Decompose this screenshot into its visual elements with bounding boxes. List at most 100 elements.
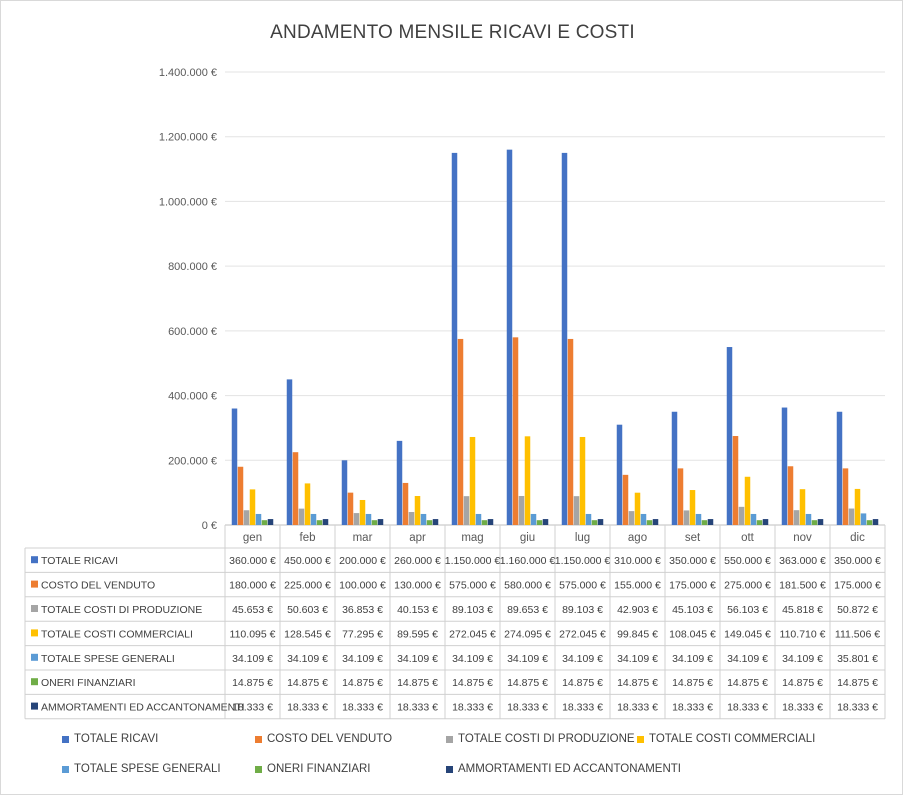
table-cell-value: 34.109 € <box>342 653 383 665</box>
bar-6-lug <box>591 520 598 525</box>
bar-7-mar <box>377 519 384 525</box>
legend-label: TOTALE COSTI DI PRODUZIONE <box>458 733 635 745</box>
table-cell-value: 175.000 € <box>669 580 716 592</box>
table-cell-value: 274.095 € <box>504 628 551 640</box>
table-cell-value: 260.000 € <box>394 555 441 567</box>
table-cell-value: 18.333 € <box>727 702 768 714</box>
chart-title: ANDAMENTO MENSILE RICAVI E COSTI <box>270 22 635 43</box>
table-cell-value: 45.103 € <box>672 604 713 616</box>
legend-swatch <box>446 765 453 773</box>
x-tick-label: dic <box>850 532 865 544</box>
bar-2-ago <box>622 474 629 525</box>
bar-6-nov <box>811 520 818 525</box>
table-cell-value: 14.875 € <box>672 677 713 689</box>
x-tick-label: set <box>685 532 701 544</box>
table-cell-value: 18.333 € <box>397 702 438 714</box>
x-tick-label: ago <box>628 532 647 544</box>
table-cell-value: 128.545 € <box>284 628 331 640</box>
table-cell-value: 1.150.000 € <box>555 555 611 567</box>
bar-1-gen <box>231 408 238 525</box>
legend-item: TOTALE RICAVI <box>62 733 158 745</box>
table-cell-value: 34.109 € <box>562 653 603 665</box>
legend-label: TOTALE SPESE GENERALI <box>74 763 221 775</box>
table-cell-value: 14.875 € <box>562 677 603 689</box>
bar-2-apr <box>402 482 409 525</box>
table-cell-value: 181.500 € <box>779 580 826 592</box>
legend-item: COSTO DEL VENDUTO <box>255 733 392 745</box>
legend-swatch <box>62 735 69 743</box>
bar-4-giu <box>524 436 531 525</box>
table-cell-value: 18.333 € <box>672 702 713 714</box>
table-cell-value: 111.506 € <box>835 628 880 640</box>
table-cell-value: 110.710 € <box>780 628 826 640</box>
x-tick-label: giu <box>520 532 535 544</box>
table-legend-key <box>31 580 38 588</box>
bar-6-dic <box>866 520 873 525</box>
y-tick-label: 1.000.000 € <box>159 196 217 208</box>
table-legend-key <box>31 605 38 612</box>
legend-label: TOTALE COSTI COMMERCIALI <box>649 733 816 745</box>
x-tick-label: feb <box>300 532 316 544</box>
bar-2-dic <box>842 468 849 525</box>
bar-2-mag <box>457 338 464 525</box>
bar-1-ago <box>616 424 623 525</box>
bar-1-apr <box>396 440 403 525</box>
bar-1-giu <box>506 149 513 525</box>
table-legend-key <box>31 629 38 637</box>
bar-1-nov <box>781 407 788 525</box>
y-tick-label: 1.200.000 € <box>159 132 217 144</box>
table-cell-value: 89.653 € <box>507 604 548 616</box>
y-tick-label: 1.400.000 € <box>159 67 217 79</box>
table-cell-value: 40.153 € <box>397 604 438 616</box>
table-cell-value: 34.109 € <box>617 653 658 665</box>
bar-6-feb <box>316 520 323 525</box>
bar-6-ott <box>756 520 763 525</box>
table-cell-value: 18.333 € <box>837 702 878 714</box>
bar-4-ago <box>634 492 641 525</box>
bar-6-ago <box>646 520 653 525</box>
table-row-header: TOTALE SPESE GENERALI <box>41 653 175 665</box>
bar-3-feb <box>298 508 305 525</box>
table-cell-value: 14.875 € <box>397 677 438 689</box>
table-row-header: TOTALE RICAVI <box>41 555 118 567</box>
table-cell-value: 35.801 € <box>837 653 878 665</box>
y-tick-label: 800.000 € <box>168 261 217 273</box>
bar-2-ott <box>732 436 739 525</box>
legend-swatch <box>62 765 69 773</box>
table-cell-value: 580.000 € <box>504 580 551 592</box>
bar-4-ott <box>744 476 751 525</box>
bar-5-apr <box>420 513 427 525</box>
table-cell-value: 18.333 € <box>452 702 493 714</box>
x-tick-label: gen <box>243 532 262 544</box>
table-cell-value: 175.000 € <box>834 580 881 592</box>
table-cell-value: 45.653 € <box>232 604 273 616</box>
bar-7-lug <box>597 519 604 525</box>
table-cell-value: 18.333 € <box>507 702 548 714</box>
bar-3-dic <box>848 508 855 525</box>
table-row-header: ONERI FINANZIARI <box>41 677 136 689</box>
bar-1-mar <box>341 460 348 525</box>
bar-2-feb <box>292 452 299 525</box>
table-cell-value: 550.000 € <box>724 555 771 567</box>
table-cell-value: 110.095 € <box>230 628 276 640</box>
table-cell-value: 14.875 € <box>452 677 493 689</box>
legend-item: TOTALE SPESE GENERALI <box>62 763 221 775</box>
bar-6-mar <box>371 520 378 525</box>
bar-3-ago <box>628 511 635 525</box>
bar-4-gen <box>249 489 256 525</box>
bar-3-lug <box>573 496 580 525</box>
bar-6-gen <box>261 520 268 525</box>
table-cell-value: 272.045 € <box>449 628 496 640</box>
bar-2-gen <box>237 466 244 525</box>
bar-6-set <box>701 520 708 525</box>
bar-3-mar <box>353 513 360 525</box>
bar-7-giu <box>542 519 549 525</box>
legend-label: COSTO DEL VENDUTO <box>267 733 393 745</box>
bar-2-lug <box>567 338 574 525</box>
table-cell-value: 14.875 € <box>342 677 383 689</box>
table-cell-value: 180.000 € <box>229 580 276 592</box>
bar-2-mar <box>347 492 354 525</box>
table-cell-value: 149.045 € <box>724 628 771 640</box>
bar-4-mar <box>359 499 366 525</box>
